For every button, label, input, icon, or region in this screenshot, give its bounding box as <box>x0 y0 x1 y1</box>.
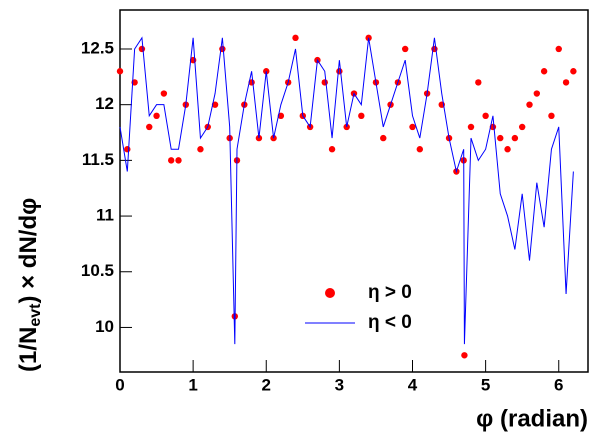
data-point <box>526 101 533 108</box>
data-point <box>167 157 175 164</box>
data-point <box>292 34 299 42</box>
data-point <box>497 134 504 142</box>
data-point <box>548 112 555 120</box>
y-title-rest: ) × dN/dφ <box>15 198 42 304</box>
y-tick-label: 12.5 <box>81 38 114 57</box>
data-point <box>401 45 409 53</box>
y-tick-label: 12 <box>95 94 114 113</box>
legend-label: η > 0 <box>368 282 412 303</box>
data-point <box>461 352 468 359</box>
x-tick-label: 2 <box>262 375 271 394</box>
data-point <box>562 79 570 86</box>
y-tick-label: 11.5 <box>82 150 114 169</box>
data-point <box>570 68 577 75</box>
data-point <box>504 146 511 153</box>
data-point <box>416 146 424 153</box>
data-point <box>540 68 548 75</box>
y-title-main: (1/N <box>15 327 42 372</box>
data-point <box>175 157 182 164</box>
data-point <box>124 146 131 153</box>
data-point <box>482 112 489 120</box>
y-title-sub: evt <box>27 303 44 327</box>
data-point <box>475 79 482 86</box>
data-point <box>197 146 204 153</box>
data-point <box>409 123 416 131</box>
x-tick-label: 6 <box>554 375 563 394</box>
data-point <box>138 45 146 53</box>
y-tick-label: 10.5 <box>81 261 114 280</box>
data-point <box>146 123 153 131</box>
data-point <box>380 134 387 142</box>
y-tick-label: 10 <box>95 317 114 336</box>
x-tick-label: 3 <box>335 375 344 394</box>
data-point <box>358 112 365 120</box>
plot-frame <box>119 9 589 373</box>
x-tick-label: 5 <box>481 375 490 394</box>
data-point <box>467 123 475 131</box>
y-tick-label: 11 <box>96 206 114 225</box>
x-tick-label: 0 <box>115 375 124 394</box>
data-point <box>153 112 160 120</box>
data-point <box>555 45 562 53</box>
data-point <box>533 90 541 97</box>
x-tick-label: 4 <box>408 375 418 394</box>
x-tick-label: 1 <box>188 375 197 394</box>
legend-marker <box>325 288 335 298</box>
data-point <box>328 146 336 153</box>
data-point <box>511 134 519 142</box>
data-point <box>518 123 526 131</box>
data-point <box>321 79 328 86</box>
data-point <box>160 90 168 97</box>
series-line <box>119 36 574 345</box>
data-point <box>336 68 343 75</box>
data-point <box>116 68 124 75</box>
legend-label: η < 0 <box>368 312 412 333</box>
y-axis-title: (1/Nevt) × dN/dφ <box>15 198 44 372</box>
x-axis-title: φ (radian) <box>476 405 588 432</box>
